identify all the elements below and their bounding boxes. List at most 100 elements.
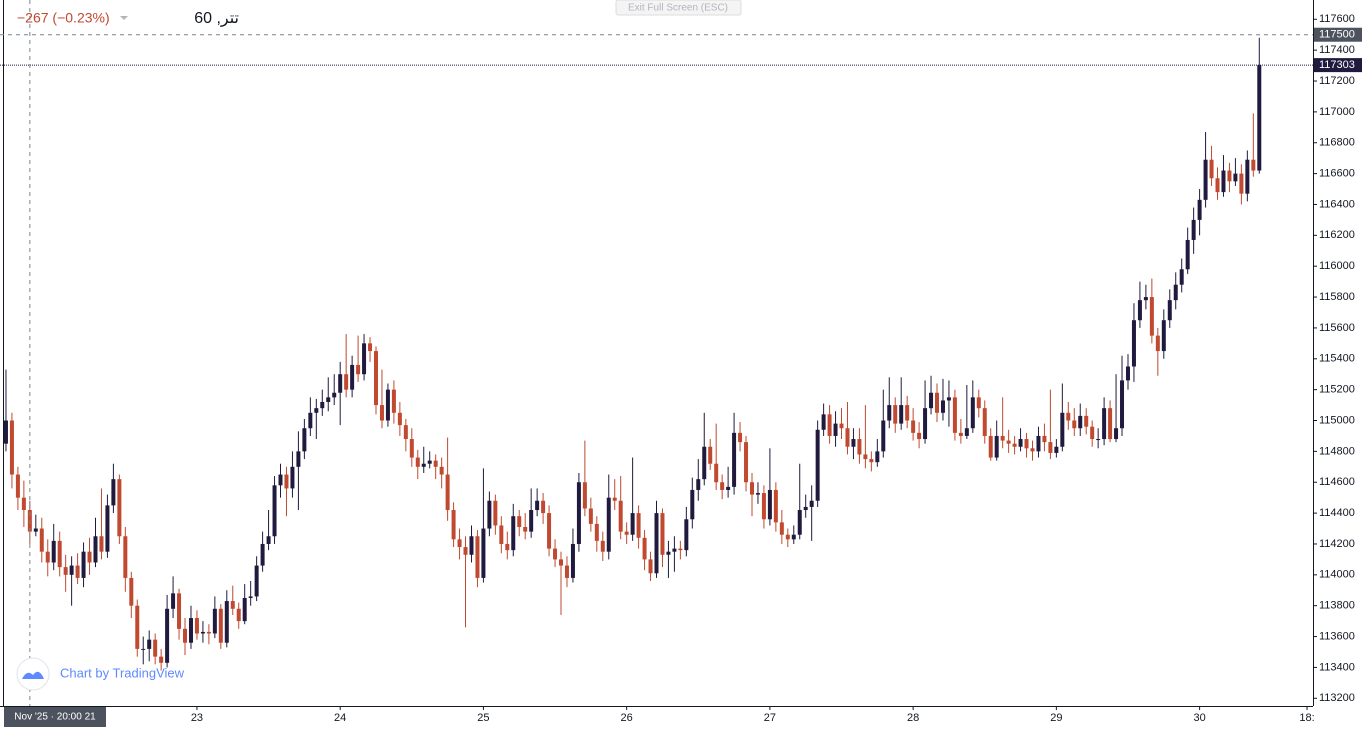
candle-body (1125, 366, 1130, 381)
candle-body (1006, 440, 1011, 444)
candle-body (218, 608, 223, 643)
candle-body (51, 540, 56, 563)
y-tick-label: 113800 (1319, 600, 1355, 612)
candle-body (738, 432, 743, 443)
candle-body (135, 605, 140, 649)
candle-body (606, 497, 611, 552)
candle-body (379, 405, 384, 421)
candle-body (1024, 439, 1029, 449)
plot (0, 0, 1313, 706)
candle-body (1227, 170, 1232, 182)
x-tick-label: 30 (1193, 712, 1205, 724)
candle-body (1060, 412, 1065, 447)
y-tick-label: 115800 (1319, 291, 1355, 303)
y-tick-label: 113200 (1319, 692, 1355, 704)
y-tick-label: 115600 (1319, 322, 1355, 334)
candle-body (362, 343, 367, 375)
x-tick-label: 18: (1299, 712, 1314, 724)
candle-body (75, 565, 80, 578)
candle-body (290, 466, 295, 489)
candle-body (773, 489, 778, 523)
candle-body (194, 618, 199, 634)
exit-fullscreen-label[interactable]: Exit Full Screen (ESC) (628, 3, 728, 14)
candle-body (129, 577, 134, 606)
candle-body (397, 412, 402, 426)
candle-body (332, 392, 337, 398)
candle-body (302, 428, 307, 452)
crosshair-time-label: Nov '25 · 20:00 21 (14, 712, 96, 723)
candle-body (905, 405, 910, 421)
price-change: −267 (−0.23%) (17, 10, 110, 26)
candle-body (1215, 178, 1220, 193)
candle-body (1185, 239, 1190, 270)
candle-body (403, 425, 408, 440)
candle-body (541, 500, 546, 514)
y-tick-label: 113400 (1319, 661, 1355, 673)
candle-body (553, 548, 558, 560)
y-tick-label: 115000 (1319, 414, 1355, 426)
watermark[interactable]: Chart by TradingView (60, 665, 185, 680)
candle-body (511, 516, 516, 551)
candle-body (266, 536, 271, 544)
candle-body (368, 343, 373, 352)
candle-body (159, 656, 164, 663)
candle-body (1149, 297, 1154, 336)
y-tick-label: 117000 (1319, 106, 1355, 118)
candle-body (875, 451, 880, 463)
candle-body (87, 551, 92, 563)
candle-body (499, 525, 504, 544)
candle-body (684, 519, 689, 551)
candle-body (779, 522, 784, 535)
candle-body (833, 423, 838, 436)
candle-body (1054, 446, 1059, 453)
candle-body (320, 401, 325, 409)
candle-body (857, 439, 862, 455)
candle-body (1161, 320, 1166, 352)
candle-body (1042, 435, 1047, 443)
candle-body (1000, 435, 1005, 441)
candle-body (230, 601, 235, 609)
candle-body (660, 513, 665, 555)
candle-body (9, 420, 14, 475)
y-tick-label: 114000 (1319, 569, 1355, 581)
candle-body (1233, 173, 1238, 182)
candle-body (314, 408, 319, 413)
candle-body (81, 551, 86, 578)
candle-body (1179, 269, 1184, 285)
candle-body (308, 412, 313, 429)
candle-body (1137, 300, 1142, 321)
candle-body (147, 639, 152, 649)
crosshair-time-box (4, 707, 106, 727)
candle-body (630, 513, 635, 535)
candle-body (15, 474, 20, 498)
candle-body (1120, 380, 1125, 429)
candle-body (69, 565, 74, 575)
candle-body (373, 351, 378, 406)
candle-body (188, 618, 193, 643)
candle-body (624, 531, 629, 535)
candle-body (564, 565, 569, 578)
exit-fullscreen-button[interactable] (615, 0, 742, 16)
candle-body (845, 428, 850, 447)
last-price-box (1314, 58, 1362, 73)
x-tick-label: 26 (621, 712, 633, 724)
candle-body (726, 486, 731, 490)
candle-body (493, 500, 498, 526)
candle-body (45, 551, 50, 563)
y-tick-label: 115200 (1319, 384, 1355, 396)
candle-body (1066, 412, 1071, 421)
candle-body (117, 479, 122, 537)
candle-body (1078, 415, 1083, 429)
candle-body (475, 536, 480, 578)
candle-body (827, 414, 832, 436)
candle-body (105, 505, 110, 552)
candle-body (1108, 408, 1113, 440)
dropdown-arrow[interactable] (120, 16, 128, 20)
candle-body (654, 513, 659, 574)
candle-body (785, 534, 790, 540)
candle-body (242, 597, 247, 622)
x-tick-label: 27 (764, 712, 776, 724)
candle-body (1096, 439, 1101, 441)
